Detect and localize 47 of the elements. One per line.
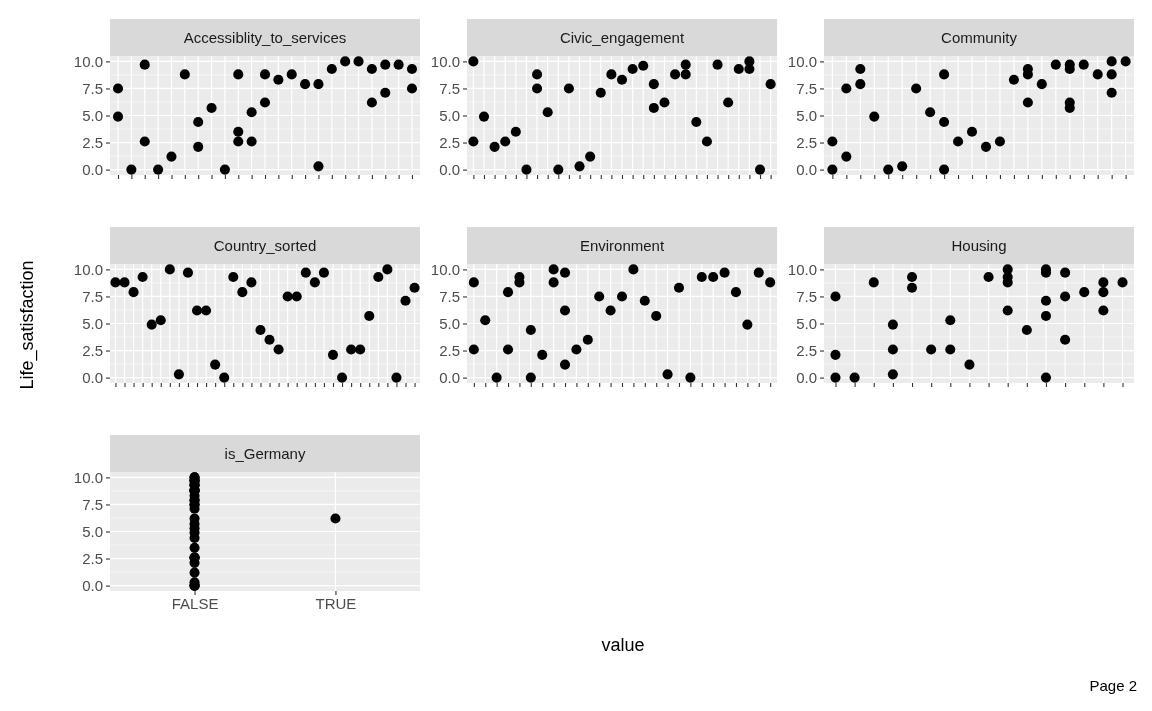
y-tick-label: 0.0	[82, 576, 103, 594]
y-tick-label: 5.0	[82, 106, 103, 124]
y-tick-label: 10.0	[73, 468, 103, 486]
chart-title: Community	[941, 28, 1018, 46]
y-tick-label: 2.5	[796, 133, 817, 151]
chart-title: Environment	[579, 236, 665, 254]
y-tick-label: 7.5	[439, 79, 460, 97]
text: Page 2	[1089, 677, 1137, 694]
y-tick-label: 0.0	[439, 368, 460, 386]
y-tick-label: 10.0	[430, 260, 460, 278]
x-axis-title: value	[601, 635, 645, 655]
y-tick-label: 7.5	[82, 79, 103, 97]
y-tick-label: 2.5	[439, 341, 460, 359]
chart-title: is_Germany	[224, 444, 306, 462]
y-axis-title: Life_satisfaction	[17, 260, 38, 390]
y-tick-label: 5.0	[82, 314, 103, 332]
y-tick-label: 0.0	[796, 160, 817, 178]
y-tick-label: 2.5	[82, 549, 103, 567]
y-tick-label: 7.5	[796, 79, 817, 97]
y-tick-label: 7.5	[82, 495, 103, 513]
y-tick-label: 5.0	[439, 314, 460, 332]
y-tick-label: 2.5	[82, 133, 103, 151]
y-tick-label: 0.0	[796, 368, 817, 386]
y-tick-label: 5.0	[82, 522, 103, 540]
y-tick-label: 10.0	[787, 260, 817, 278]
y-tick-label: 7.5	[82, 287, 103, 305]
y-tick-label: 10.0	[73, 52, 103, 70]
y-tick-label: 10.0	[430, 52, 460, 70]
chart-title: Civic_engagement	[559, 28, 685, 46]
y-tick-label: 0.0	[82, 160, 103, 178]
y-tick-label: 5.0	[439, 106, 460, 124]
y-tick-label: 10.0	[73, 260, 103, 278]
chart-title: Housing	[951, 236, 1007, 254]
x-tick-label: TRUE	[315, 594, 357, 612]
y-tick-label: 7.5	[439, 287, 460, 305]
y-tick-label: 2.5	[439, 133, 460, 151]
chart-title: Country_sorted	[213, 236, 317, 254]
y-tick-label: 0.0	[82, 368, 103, 386]
y-tick-label: 0.0	[439, 160, 460, 178]
y-tick-label: 2.5	[796, 341, 817, 359]
y-tick-label: 5.0	[796, 106, 817, 124]
y-tick-label: 5.0	[796, 314, 817, 332]
y-tick-label: 10.0	[787, 52, 817, 70]
chart-title: Accessiblity_to_services	[183, 28, 347, 46]
x-tick-label: FALSE	[171, 594, 219, 612]
y-tick-label: 2.5	[82, 341, 103, 359]
y-tick-label: 7.5	[796, 287, 817, 305]
